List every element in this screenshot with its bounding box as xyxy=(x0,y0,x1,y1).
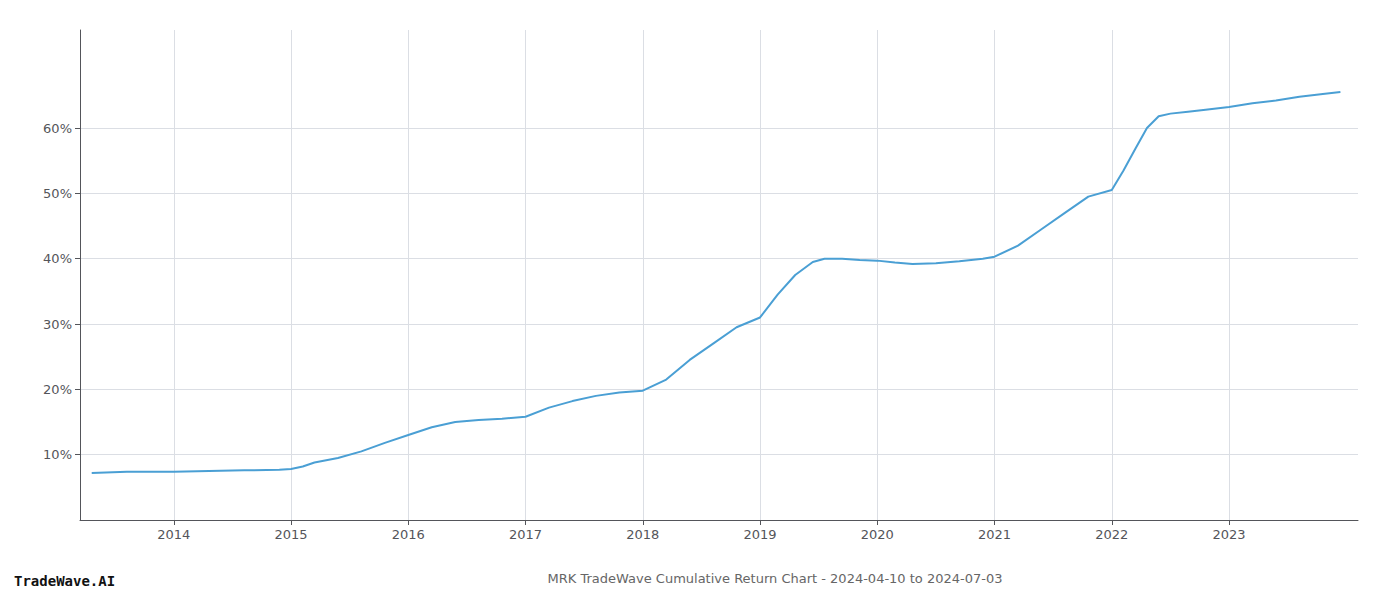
svg-text:10%: 10% xyxy=(43,447,72,462)
svg-text:2020: 2020 xyxy=(861,527,894,542)
svg-text:2017: 2017 xyxy=(509,527,542,542)
svg-text:30%: 30% xyxy=(43,317,72,332)
svg-text:MRK TradeWave Cumulative Retur: MRK TradeWave Cumulative Return Chart - … xyxy=(547,571,1002,586)
svg-text:2019: 2019 xyxy=(743,527,776,542)
svg-text:20%: 20% xyxy=(43,382,72,397)
svg-text:60%: 60% xyxy=(43,121,72,136)
svg-text:TradeWave.AI: TradeWave.AI xyxy=(14,573,115,589)
svg-text:2016: 2016 xyxy=(392,527,425,542)
svg-text:2022: 2022 xyxy=(1095,527,1128,542)
svg-text:40%: 40% xyxy=(43,251,72,266)
svg-text:2018: 2018 xyxy=(626,527,659,542)
svg-text:2021: 2021 xyxy=(978,527,1011,542)
svg-text:2023: 2023 xyxy=(1212,527,1245,542)
svg-text:2015: 2015 xyxy=(274,527,307,542)
svg-text:2014: 2014 xyxy=(157,527,190,542)
svg-text:50%: 50% xyxy=(43,186,72,201)
